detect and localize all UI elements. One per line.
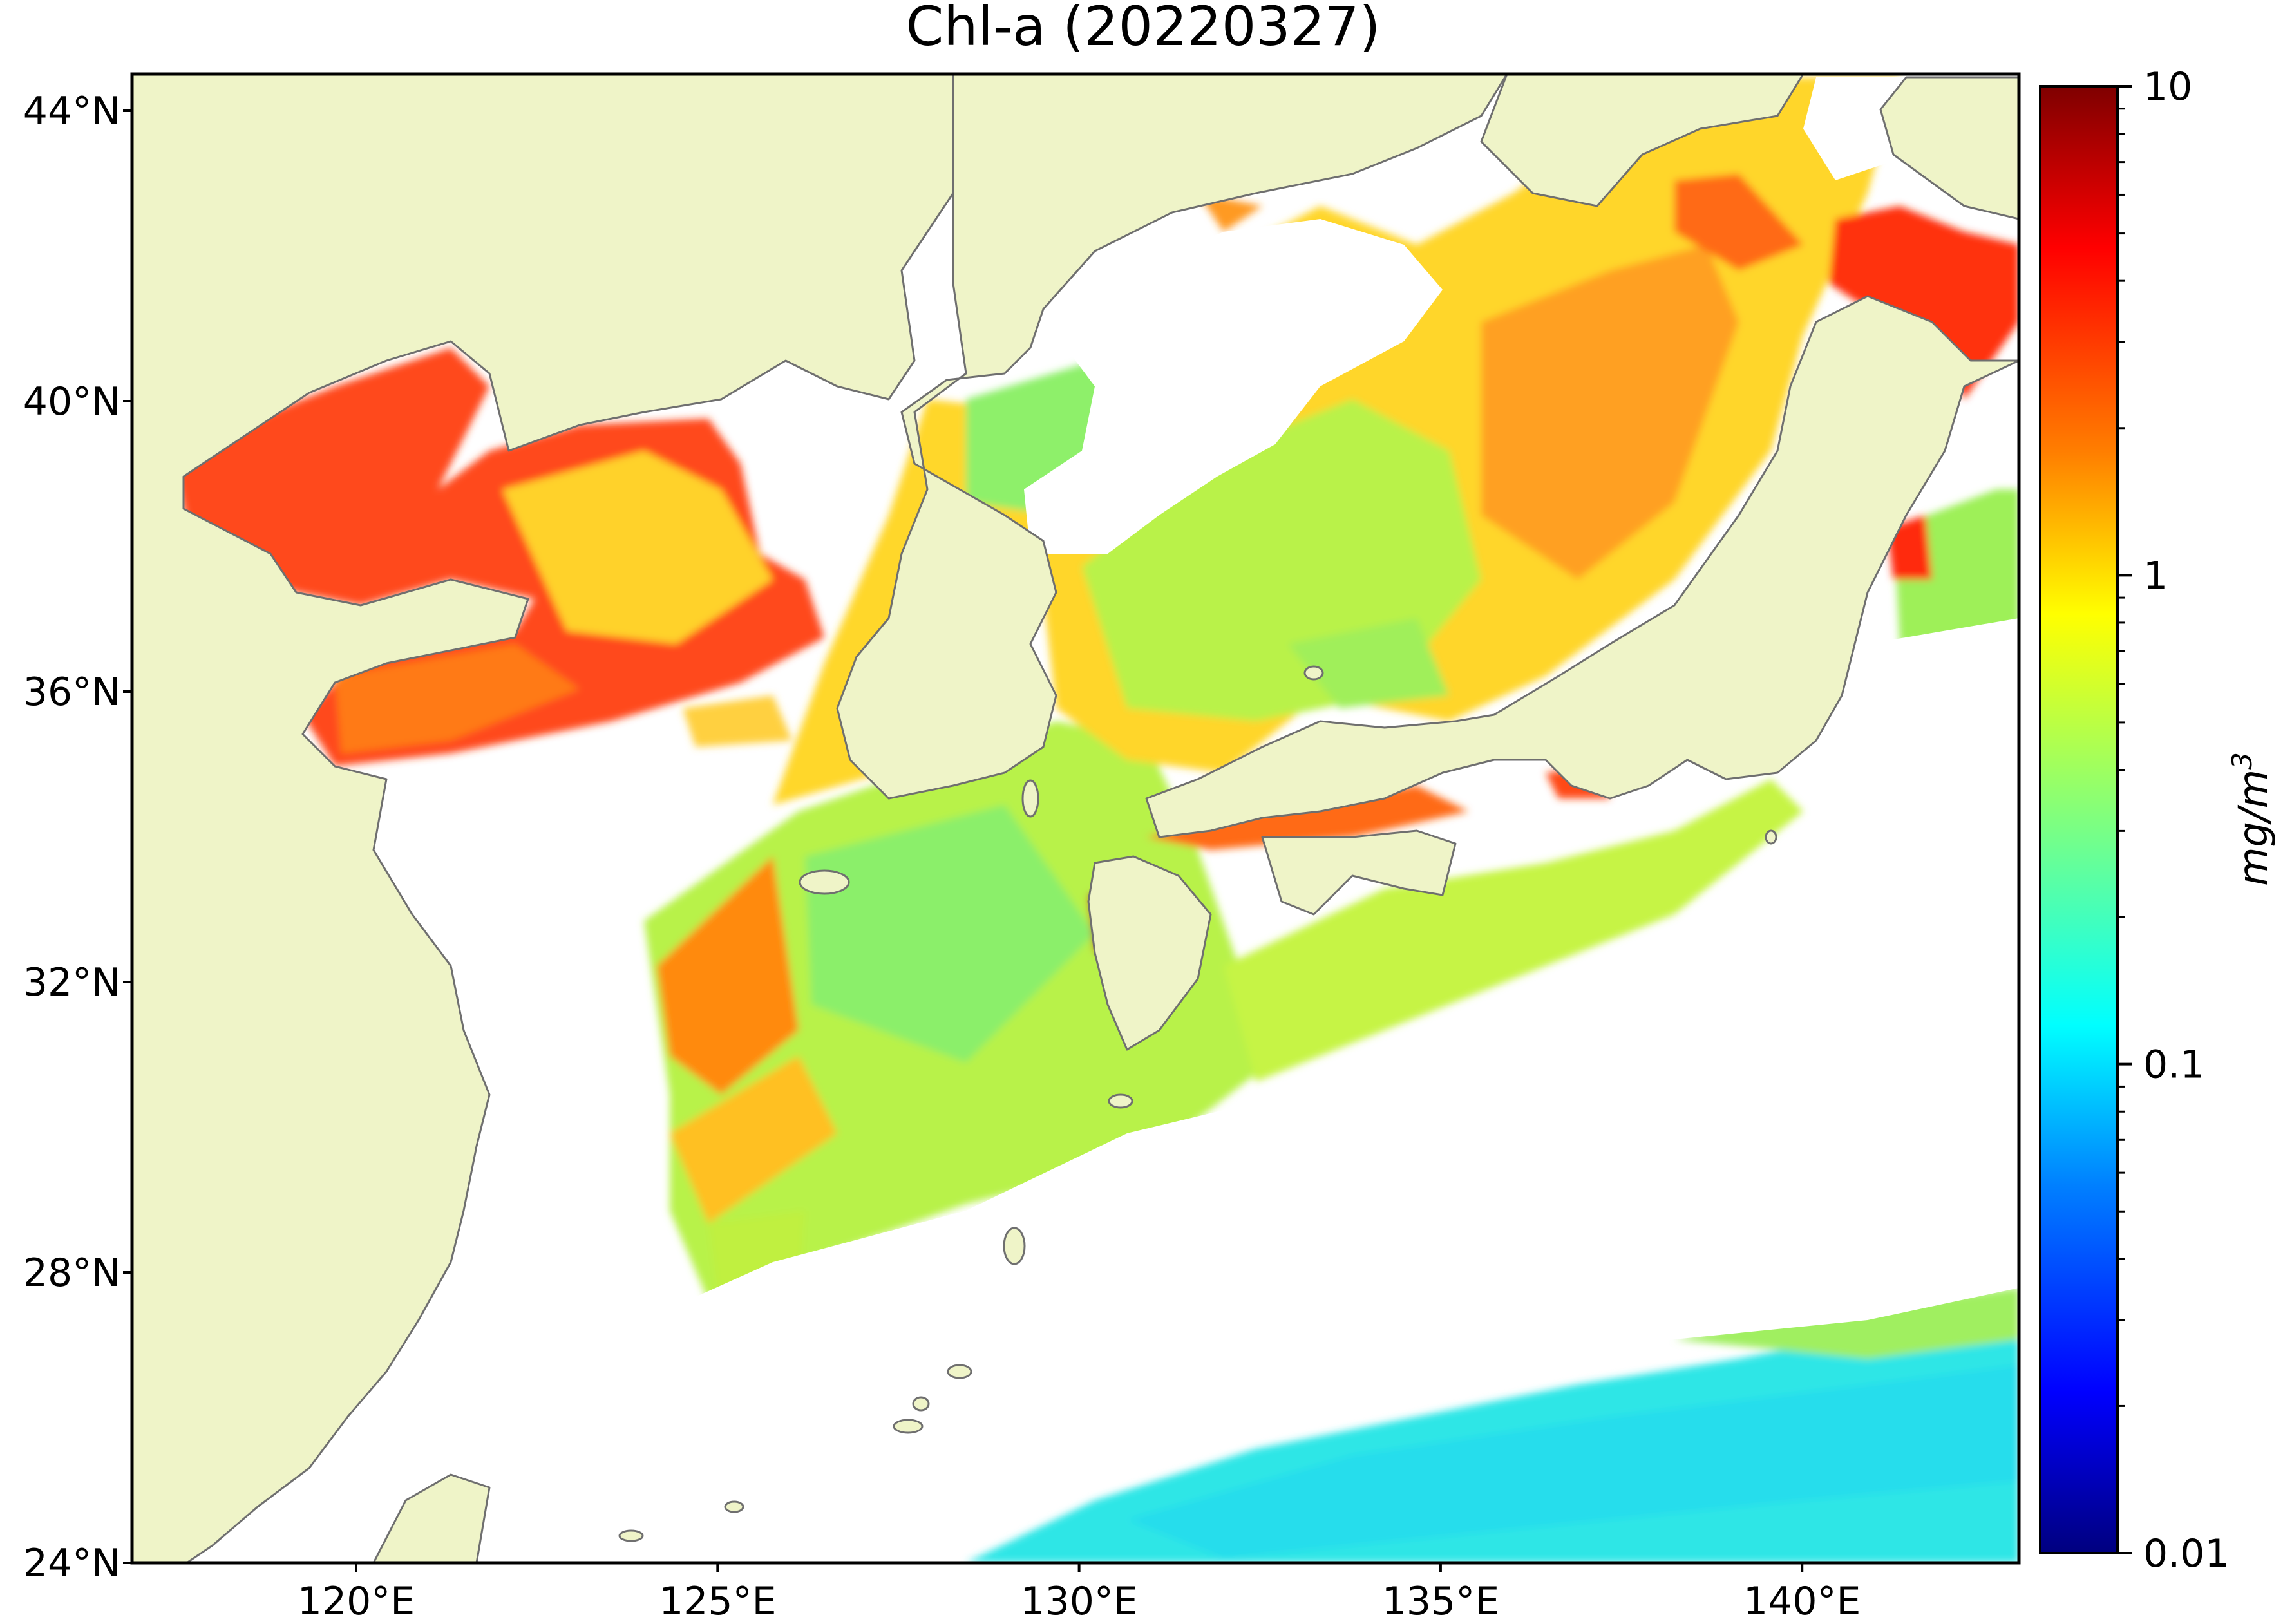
- latitude-axis: 24°N 28°N 32°N 36°N 40°N 44°N: [23, 89, 132, 1586]
- lon-tick-label: 140°E: [1743, 1579, 1861, 1624]
- lon-tick-label: 130°E: [1020, 1579, 1137, 1624]
- colorbar-tick-label: 0.1: [2143, 1043, 2204, 1088]
- lat-tick-label: 24°N: [23, 1541, 120, 1586]
- land-primorye: [1480, 74, 1805, 207]
- lat-tick-label: 28°N: [23, 1251, 120, 1296]
- land-japan-shikoku: [1261, 829, 1457, 916]
- lon-tick-label: 120°E: [298, 1579, 415, 1624]
- land-korea: [836, 74, 1508, 800]
- longitude-axis: 120°E 125°E 130°E 135°E 140°E: [298, 1563, 1861, 1624]
- lat-tick-label: 40°N: [23, 379, 120, 424]
- lon-tick-label: 135°E: [1382, 1579, 1499, 1624]
- land-japan-honshu: [1145, 295, 2019, 838]
- map-title: Chl-a (20220327): [905, 0, 1381, 58]
- lat-tick-label: 36°N: [23, 670, 120, 715]
- land: [132, 74, 2019, 1563]
- land-japan-kyushu: [1087, 855, 1212, 1051]
- cloud-mask: [644, 77, 2019, 1563]
- lat-tick-label: 32°N: [23, 960, 120, 1005]
- colorbar-unit-label: mg/m3: [2226, 752, 2277, 886]
- lon-tick-label: 125°E: [659, 1579, 776, 1624]
- colorbar-ticks: 0.01 0.1 1 10: [2117, 64, 2230, 1576]
- map-area: [132, 74, 2019, 1563]
- land-taiwan: [372, 1473, 491, 1563]
- colorbar-tick-label: 1: [2143, 553, 2168, 598]
- colorbar-tick-label: 0.01: [2143, 1531, 2230, 1576]
- land-jeju: [799, 869, 850, 895]
- colorbar-tick-label: 10: [2143, 64, 2192, 109]
- colorbar-gradient: [2039, 85, 2119, 1554]
- colorbar: 0.01 0.1 1 10 mg/m3: [2039, 64, 2277, 1576]
- lat-tick-label: 44°N: [23, 89, 120, 134]
- land-china: [132, 74, 954, 1563]
- land-japan-hokkaido: [1879, 76, 2019, 220]
- map-frame: [130, 72, 2021, 1565]
- land-tsushima: [1021, 779, 1039, 818]
